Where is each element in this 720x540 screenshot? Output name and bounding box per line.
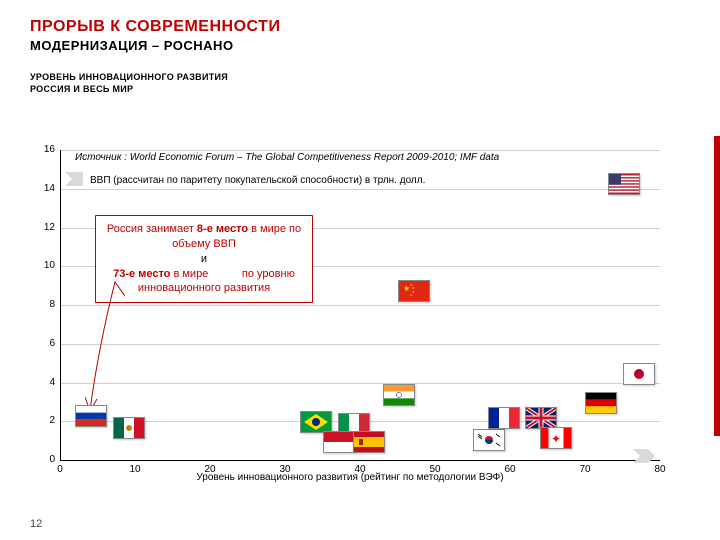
gridline (60, 150, 660, 151)
y-tick-label: 16 (30, 144, 55, 155)
callout-l3: 73-е место в мире по уровню инновационно… (104, 267, 304, 297)
gridline (60, 189, 660, 190)
flag-germany (585, 392, 617, 414)
flag-mexico (113, 417, 145, 439)
flag-canada: ✦ (540, 427, 572, 449)
callout-tail-icon (85, 281, 125, 421)
gridline (60, 344, 660, 345)
subtitle-2: УРОВЕНЬ ИННОВАЦИОННОГО РАЗВИТИЯ РОССИЯ И… (30, 72, 228, 95)
flag-indonesia (323, 431, 355, 453)
x-axis-label: Уровень инновационного развития (рейтинг… (30, 472, 670, 483)
flag-japan (623, 363, 655, 385)
y-tick-label: 4 (30, 377, 55, 388)
svg-text:★: ★ (410, 293, 413, 297)
y-tick-label: 14 (30, 183, 55, 194)
gridline (60, 383, 660, 384)
y-tick-label: 2 (30, 415, 55, 426)
y-tick-label: 10 (30, 260, 55, 271)
axis-x (60, 460, 660, 461)
flag-france (488, 407, 520, 429)
flag-china: ★★★★★ (398, 280, 430, 302)
y-tick-label: 8 (30, 299, 55, 310)
x-arrow-icon (633, 449, 655, 468)
flag-russia (75, 405, 107, 427)
svg-text:✦: ✦ (551, 432, 561, 446)
flag-spain (353, 431, 385, 453)
callout-l2: и (104, 252, 304, 267)
gridline (60, 305, 660, 306)
footer-page: 12 (30, 518, 42, 530)
title: ПРОРЫВ К СОВРЕМЕННОСТИ (30, 18, 280, 36)
flag-usa (608, 173, 640, 195)
slide: ПРОРЫВ К СОВРЕМЕННОСТИ МОДЕРНИЗАЦИЯ – РО… (0, 0, 720, 540)
flag-southkorea (473, 429, 505, 451)
subtitle-2-l2: РОССИЯ И ВЕСЬ МИР (30, 84, 133, 94)
chart: 024681012141601020304050607080 Россия за… (30, 150, 670, 490)
callout-l1: Россия занимает 8-е место в мире по объе… (104, 222, 304, 252)
callout-box: Россия занимает 8-е место в мире по объе… (95, 215, 313, 303)
y-tick-label: 12 (30, 222, 55, 233)
flag-india (383, 384, 415, 406)
y-tick-label: 6 (30, 338, 55, 349)
accent-bar (714, 136, 720, 436)
subtitle-2-l1: УРОВЕНЬ ИННОВАЦИОННОГО РАЗВИТИЯ (30, 72, 228, 82)
axis-y (60, 150, 61, 460)
subtitle-1: МОДЕРНИЗАЦИЯ – РОСНАНО (30, 38, 234, 53)
